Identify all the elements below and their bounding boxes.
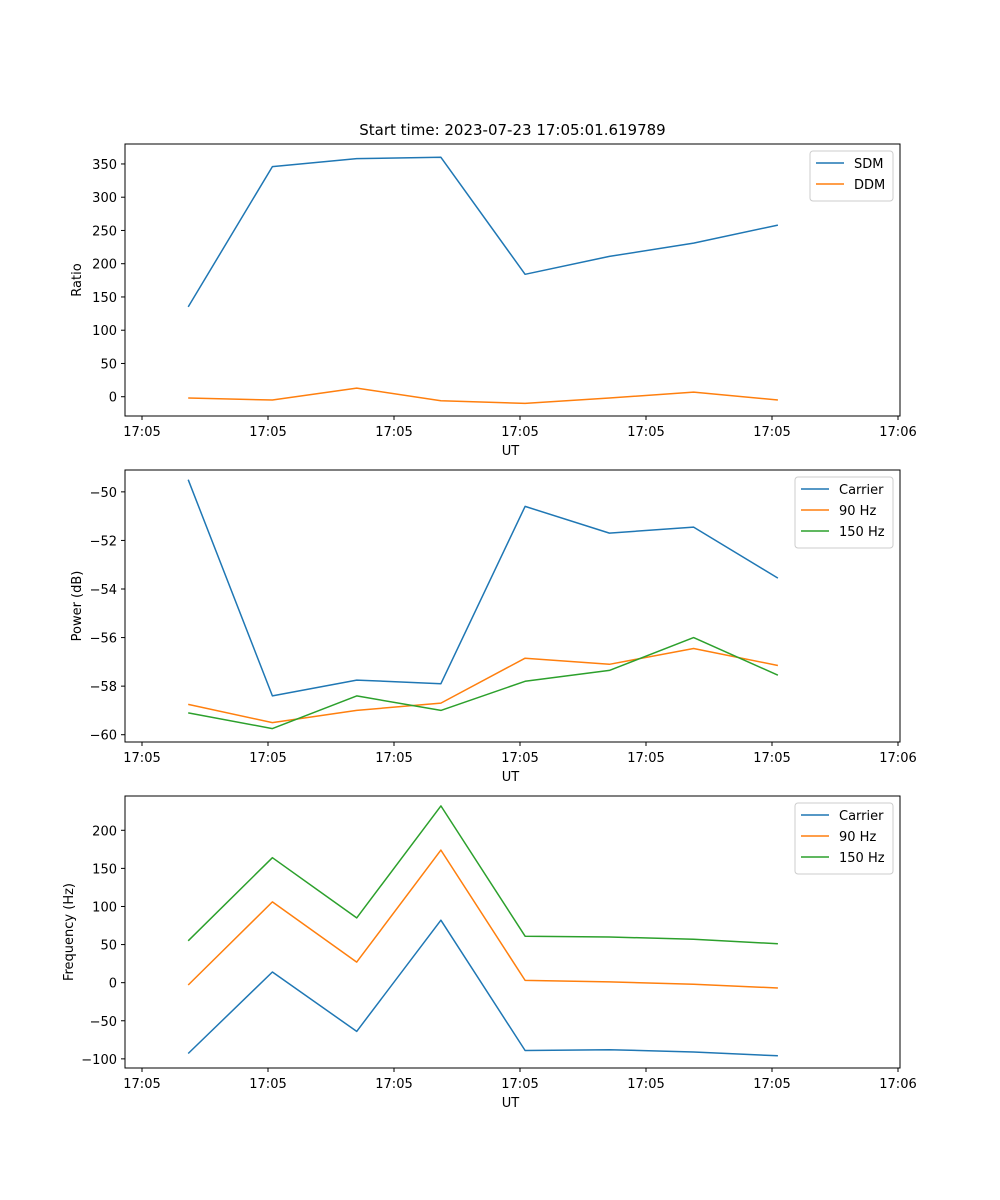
chart-panel-1: Start time: 2023-07-23 17:05:01.619789 17… bbox=[70, 121, 917, 459]
y-tick-label: −56 bbox=[90, 632, 117, 647]
y-tick-label: −58 bbox=[90, 680, 117, 695]
x-tick-label: 17:05 bbox=[375, 425, 412, 440]
legend-label: Carrier bbox=[839, 483, 884, 498]
y-tick-label: −50 bbox=[90, 1015, 117, 1030]
y-tick-label: 250 bbox=[92, 224, 117, 239]
y-tick-label: −100 bbox=[81, 1053, 117, 1068]
x-tick-label: 17:05 bbox=[753, 1077, 790, 1092]
y-tick-label: 350 bbox=[92, 158, 117, 173]
series-line-ddm bbox=[188, 387, 778, 405]
x-tick-label: 17:05 bbox=[249, 1077, 286, 1092]
y-tick-label: −50 bbox=[90, 486, 117, 501]
x-tick-label: 17:05 bbox=[627, 425, 664, 440]
y-tick-label: 100 bbox=[92, 324, 117, 339]
y-tick-label: 0 bbox=[109, 391, 117, 406]
x-tick-label: 17:05 bbox=[627, 1077, 664, 1092]
legend: SDM DDM bbox=[809, 150, 894, 202]
x-tick-label: 17:05 bbox=[375, 1077, 412, 1092]
axes-frame bbox=[124, 143, 901, 417]
series-line-carrier bbox=[187, 919, 778, 1057]
chart-panel-3: 17:05 17:05 17:05 17:05 17:05 17:05 17:06 UT 200… bbox=[62, 795, 917, 1111]
axes-frame bbox=[124, 469, 901, 743]
x-tick-label: 17:06 bbox=[879, 1077, 916, 1092]
legend-label: 90 Hz bbox=[839, 504, 876, 519]
y-tick-label: 0 bbox=[109, 977, 117, 992]
y-axis-label: Frequency (Hz) bbox=[62, 883, 77, 981]
series-line-carrier bbox=[187, 479, 779, 697]
legend-label: Carrier bbox=[839, 809, 884, 824]
x-tick-label: 17:05 bbox=[501, 425, 538, 440]
legend-label: 150 Hz bbox=[839, 525, 885, 540]
y-tick-label: −52 bbox=[90, 534, 117, 549]
y-tick-label: 200 bbox=[92, 258, 117, 273]
axes-frame bbox=[124, 795, 901, 1069]
y-tick-label: 50 bbox=[100, 939, 117, 954]
x-tick-label: 17:05 bbox=[753, 425, 790, 440]
y-tick-label: −54 bbox=[90, 583, 117, 598]
legend: Carrier 90 Hz 150 Hz bbox=[794, 802, 894, 875]
x-tick-label: 17:05 bbox=[627, 751, 664, 766]
x-tick-label: 17:05 bbox=[249, 751, 286, 766]
series-line-90-hz bbox=[188, 647, 779, 724]
y-tick-label: −60 bbox=[90, 729, 117, 744]
x-tick-label: 17:05 bbox=[753, 751, 790, 766]
chart-panel-2: 17:05 17:05 17:05 17:05 17:05 17:05 17:06 UT −50… bbox=[70, 469, 917, 785]
series-line-sdm bbox=[187, 156, 779, 308]
x-tick-label: 17:05 bbox=[123, 751, 160, 766]
legend-label: SDM bbox=[854, 157, 883, 172]
y-axis-label: Power (dB) bbox=[70, 571, 85, 642]
y-tick-label: 100 bbox=[92, 900, 117, 915]
legend-label: 90 Hz bbox=[839, 830, 876, 845]
y-axis-label: Ratio bbox=[70, 263, 85, 296]
legend-label: DDM bbox=[854, 178, 885, 193]
y-tick-label: 50 bbox=[100, 357, 117, 372]
y-tick-label: 150 bbox=[92, 862, 117, 877]
x-axis-label: UT bbox=[502, 444, 520, 459]
y-tick-label: 200 bbox=[92, 824, 117, 839]
x-tick-label: 17:05 bbox=[375, 751, 412, 766]
y-tick-label: 300 bbox=[92, 191, 117, 206]
y-tick-label: 150 bbox=[92, 291, 117, 306]
chart-title: Start time: 2023-07-23 17:05:01.619789 bbox=[359, 121, 665, 139]
x-tick-label: 17:05 bbox=[501, 1077, 538, 1092]
x-axis-label: UT bbox=[502, 770, 520, 785]
series-line-150-hz bbox=[187, 805, 778, 945]
x-tick-label: 17:05 bbox=[123, 425, 160, 440]
legend: Carrier 90 Hz 150 Hz bbox=[794, 476, 894, 549]
x-tick-label: 17:05 bbox=[249, 425, 286, 440]
series-line-150-hz bbox=[188, 636, 779, 730]
legend-label: 150 Hz bbox=[839, 851, 885, 866]
x-tick-label: 17:06 bbox=[879, 425, 916, 440]
series-line-90-hz bbox=[187, 849, 778, 989]
x-tick-label: 17:06 bbox=[879, 751, 916, 766]
x-axis-label: UT bbox=[502, 1096, 520, 1111]
x-tick-label: 17:05 bbox=[501, 751, 538, 766]
x-tick-label: 17:05 bbox=[123, 1077, 160, 1092]
